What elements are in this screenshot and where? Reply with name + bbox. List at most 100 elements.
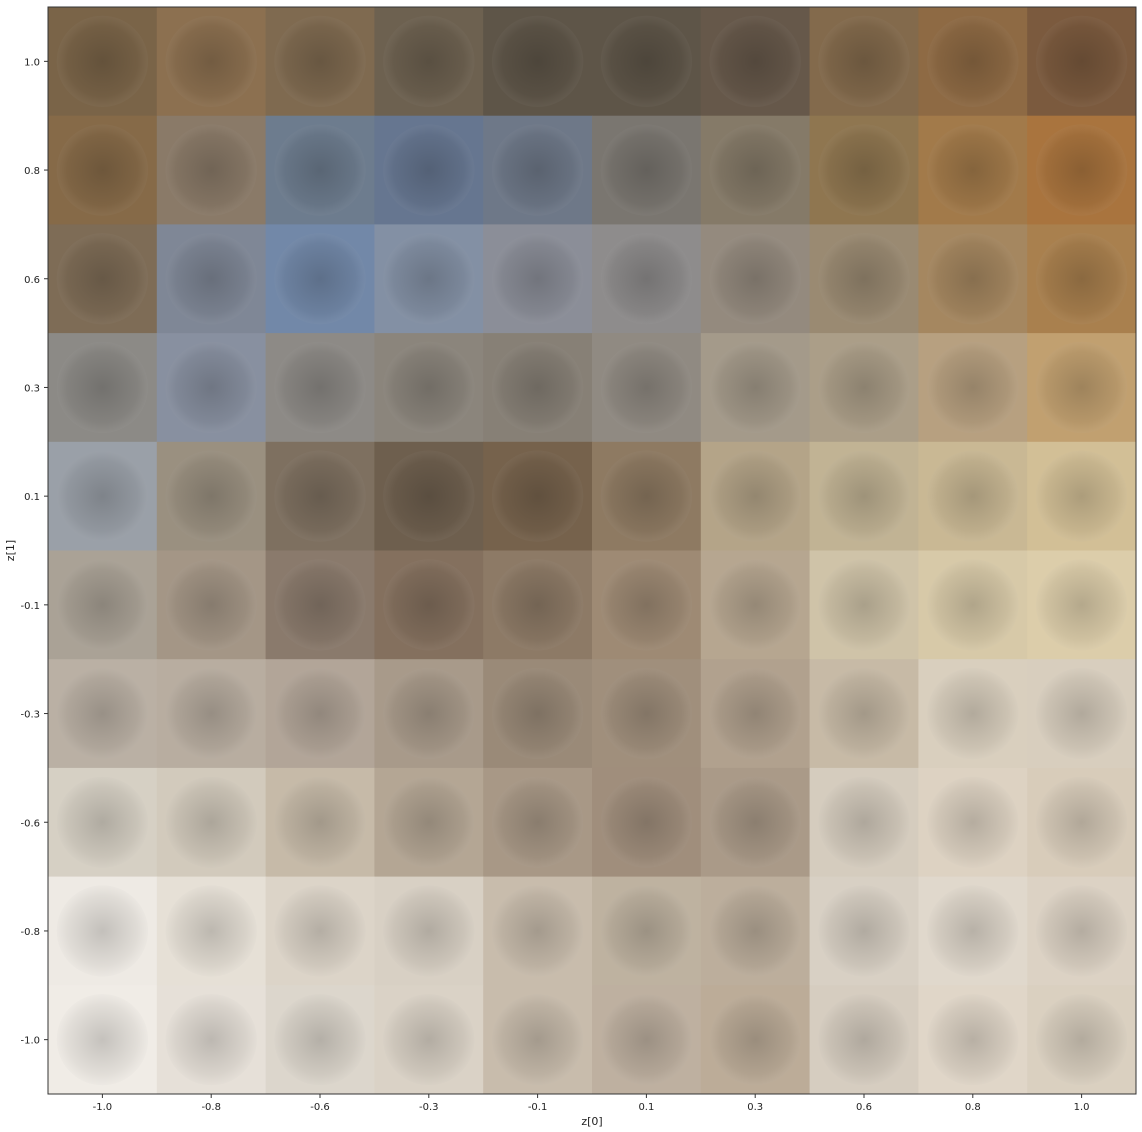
grid-cell-shading-r7-c1 <box>165 776 257 868</box>
grid-cell-shading-r1-c2 <box>274 124 366 216</box>
grid-cell-shading-r4-c3 <box>383 450 475 542</box>
y-tick-label: -0.6 <box>20 818 40 829</box>
grid-cell-shading-r3-c7 <box>818 341 910 434</box>
grid-cell-shading-r1-c8 <box>927 124 1019 216</box>
grid-cell-shading-r8-c5 <box>600 885 693 977</box>
x-tick-label: 1.0 <box>1074 1102 1090 1113</box>
grid-cell-shading-r3-c2 <box>274 341 366 434</box>
grid-cell-shading-r5-c6 <box>709 559 801 651</box>
grid-cell-shading-r6-c6 <box>709 667 801 760</box>
grid-cell-shading-r0-c5 <box>600 15 693 108</box>
grid-cell-shading-r7-c6 <box>709 776 801 868</box>
y-tick-label: 0.8 <box>24 166 40 177</box>
grid-cell-shading-r2-c2 <box>274 233 366 325</box>
grid-cell-shading-r2-c4 <box>491 233 584 325</box>
x-tick-label: 0.8 <box>965 1102 981 1113</box>
grid-cell-shading-r2-c7 <box>818 233 910 325</box>
x-axis-label: z[0] <box>581 1115 602 1128</box>
grid-cell-shading-r6-c3 <box>383 667 475 760</box>
grid-cell-shading-r6-c4 <box>491 667 584 760</box>
image-grid <box>48 7 1137 1095</box>
x-tick-label: 0.3 <box>747 1102 763 1113</box>
x-tick-label: -0.1 <box>528 1102 548 1113</box>
y-tick-label: 1.0 <box>24 57 40 68</box>
x-tick-label: -0.8 <box>201 1102 221 1113</box>
grid-cell-shading-r1-c9 <box>1035 124 1128 216</box>
grid-cell-shading-r9-c1 <box>165 993 257 1086</box>
grid-cell-shading-r1-c3 <box>383 124 475 216</box>
grid-cell-shading-r4-c7 <box>818 450 910 542</box>
grid-cell-shading-r5-c4 <box>491 559 584 651</box>
grid-cell-shading-r6-c2 <box>274 667 366 760</box>
grid-cell-shading-r9-c6 <box>709 993 801 1086</box>
grid-cell-shading-r4-c0 <box>56 450 149 542</box>
grid-cell-shading-r3-c4 <box>491 341 584 434</box>
grid-cell-shading-r1-c1 <box>165 124 257 216</box>
grid-cell-shading-r6-c7 <box>818 667 910 760</box>
grid-cell-shading-r9-c2 <box>274 993 366 1086</box>
grid-cell-shading-r6-c1 <box>165 667 257 760</box>
grid-cell-shading-r1-c7 <box>818 124 910 216</box>
grid-cell-shading-r9-c4 <box>491 993 584 1086</box>
grid-cell-shading-r0-c0 <box>56 15 149 108</box>
grid-cell-shading-r9-c7 <box>818 993 910 1086</box>
grid-cell-shading-r0-c2 <box>274 15 366 108</box>
grid-cell-shading-r4-c2 <box>274 450 366 542</box>
grid-cell-shading-r8-c9 <box>1035 885 1128 977</box>
grid-cell-shading-r6-c8 <box>927 667 1019 760</box>
grid-cell-shading-r4-c4 <box>491 450 584 542</box>
grid-cell-shading-r2-c1 <box>165 233 257 325</box>
grid-cell-shading-r7-c9 <box>1035 776 1128 868</box>
grid-cell-shading-r6-c9 <box>1035 667 1128 760</box>
grid-cell-shading-r8-c2 <box>274 885 366 977</box>
grid-cell-shading-r0-c8 <box>927 15 1019 108</box>
grid-cell-shading-r5-c5 <box>600 559 693 651</box>
grid-cell-shading-r8-c6 <box>709 885 801 977</box>
x-tick-label: -0.6 <box>310 1102 330 1113</box>
grid-cell-shading-r3-c0 <box>56 341 149 434</box>
grid-cell-shading-r5-c8 <box>927 559 1019 651</box>
grid-cell-shading-r1-c5 <box>600 124 693 216</box>
grid-cell-shading-r0-c6 <box>709 15 801 108</box>
grid-cell-shading-r0-c1 <box>165 15 257 108</box>
grid-cell-shading-r3-c6 <box>709 341 801 434</box>
y-tick-label: 0.6 <box>24 275 40 286</box>
grid-cell-shading-r8-c0 <box>56 885 149 977</box>
grid-cell-shading-r2-c5 <box>600 233 693 325</box>
grid-cell-shading-r8-c1 <box>165 885 257 977</box>
grid-cell-shading-r4-c1 <box>165 450 257 542</box>
grid-cell-shading-r0-c9 <box>1035 15 1128 108</box>
grid-cell-shading-r5-c2 <box>274 559 366 651</box>
grid-cell-shading-r2-c3 <box>383 233 475 325</box>
grid-cell-shading-r6-c0 <box>56 667 149 760</box>
grid-cell-shading-r4-c5 <box>600 450 693 542</box>
plot-frame <box>47 6 1137 1095</box>
y-tick-label: -0.1 <box>20 601 40 612</box>
grid-cell-shading-r3-c5 <box>600 341 693 434</box>
grid-cell-shading-r8-c3 <box>383 885 475 977</box>
grid-cell-shading-r6-c5 <box>600 667 693 760</box>
grid-cell-shading-r1-c0 <box>56 124 149 216</box>
x-tick-label: -1.0 <box>93 1102 113 1113</box>
grid-cell-shading-r9-c8 <box>927 993 1019 1086</box>
grid-cell-shading-r3-c9 <box>1035 341 1128 434</box>
grid-cell-shading-r1-c6 <box>709 124 801 216</box>
grid-cell-shading-r5-c7 <box>818 559 910 651</box>
grid-cell-shading-r9-c0 <box>56 993 149 1086</box>
y-tick-label: 0.1 <box>24 492 40 503</box>
y-tick-label: 0.3 <box>24 383 40 394</box>
grid-cell-shading-r7-c7 <box>818 776 910 868</box>
grid-cell-shading-r7-c5 <box>600 776 693 868</box>
grid-cell-shading-r4-c9 <box>1035 450 1128 542</box>
grid-cell-shading-r8-c4 <box>491 885 584 977</box>
grid-cell-shading-r7-c3 <box>383 776 475 868</box>
y-axis-label: z[1] <box>4 540 17 561</box>
grid-cell-shading-r2-c9 <box>1035 233 1128 325</box>
grid-cell-shading-r7-c2 <box>274 776 366 868</box>
grid-cell-shading-r4-c6 <box>709 450 801 542</box>
x-axis-ticks: -1.0 -0.8 -0.6 -0.3 -0.1 0.1 0.3 0.6 0.8 1.0 <box>93 1094 1090 1113</box>
grid-cell-shading-r0-c3 <box>383 15 475 108</box>
grid-cell-shading-r2-c8 <box>927 233 1019 325</box>
grid-cell-shading-r3-c1 <box>165 341 257 434</box>
